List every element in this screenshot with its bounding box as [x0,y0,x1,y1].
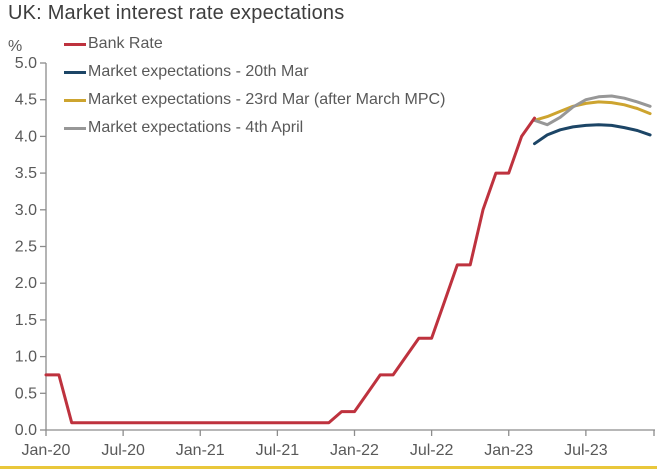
y-tick-label: 0.0 [15,422,37,439]
y-tick-label: 3.5 [15,165,37,182]
legend-swatch-icon [64,70,86,74]
y-tick-label: 1.0 [15,349,37,366]
legend-item-market-expectations-23rd-mar-after-march-mpc: Market expectations - 23rd Mar (after Ma… [64,86,445,114]
y-tick-label: 0.5 [15,385,37,402]
chart-title: UK: Market interest rate expectations [8,2,345,24]
x-tick-label: Jul-20 [101,442,145,459]
legend-item-market-expectations-4th-april: Market expectations - 4th April [64,114,445,142]
legend-item-market-expectations-20th-mar: Market expectations - 20th Mar [64,58,445,86]
legend-label: Bank Rate [88,35,163,52]
legend-swatch-icon [64,42,86,46]
y-tick-label: 3.0 [15,202,37,219]
series-line-market-expectations-4th-april [533,94,652,127]
y-tick-label: 5.0 [15,55,37,72]
y-axis-unit-label: % [8,38,22,55]
x-tick-label: Jul-22 [410,442,454,459]
series-line-market-expectations-20th-mar [533,123,652,146]
legend-swatch-icon [64,126,86,130]
series-line-bank-rate [44,116,536,425]
x-tick-label: Jan-20 [22,442,71,459]
footer-accent-line [0,466,657,469]
y-tick-label: 2.5 [15,239,37,256]
legend-swatch-icon [64,98,86,102]
legend-label: Market expectations - 4th April [88,119,304,136]
x-tick-label: Jan-23 [484,442,533,459]
chart-legend: Bank Rate Market expectations - 20th Mar M… [64,30,445,142]
x-tick-label: Jan-22 [330,442,379,459]
series-line-market-expectations-23rd-mar-after-march-mpc [533,100,652,122]
x-tick-label: Jan-21 [176,442,225,459]
x-tick-label: Jul-23 [564,442,608,459]
y-tick-label: 4.5 [15,92,37,109]
y-tick-label: 1.5 [15,312,37,329]
y-tick-label: 2.0 [15,275,37,292]
y-tick-label: 4.0 [15,128,37,145]
x-tick-label: Jul-21 [256,442,300,459]
legend-label: Market expectations - 23rd Mar (after Ma… [88,91,446,108]
legend-label: Market expectations - 20th Mar [88,63,309,80]
legend-item-bank-rate: Bank Rate [64,30,445,58]
